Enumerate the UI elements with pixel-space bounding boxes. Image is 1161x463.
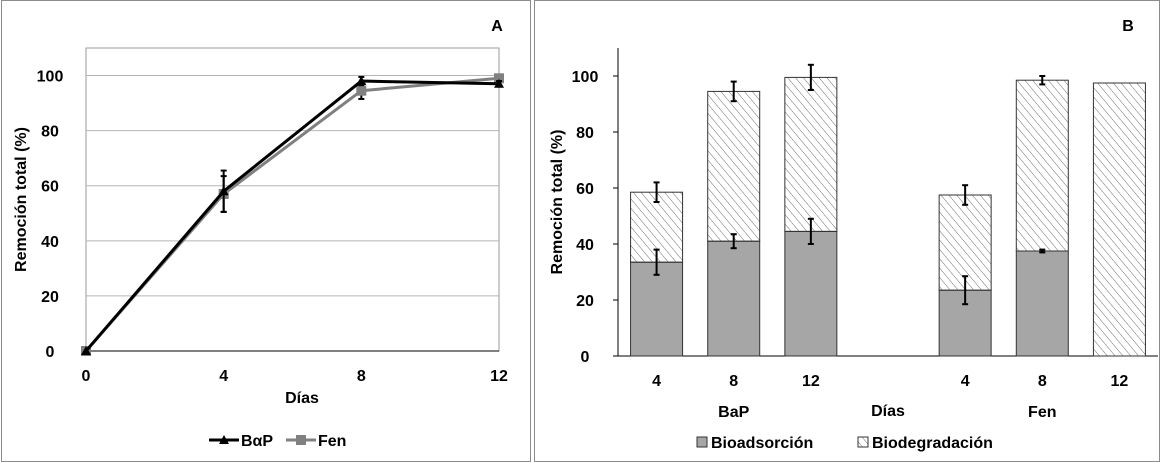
x-axis-title: Días xyxy=(871,403,905,420)
y-axis-title: Remoción total (%) xyxy=(13,127,30,272)
y-tick-label: 80 xyxy=(576,125,594,142)
bar-segment-biodegradacion xyxy=(707,90,761,242)
y-axis-title: Remoción total (%) xyxy=(549,130,566,275)
series-line-Fen xyxy=(84,76,500,352)
line-chart-svg: 0 20 40 60 80 100 0 4 8 12 Días Remoción total (%) A… xyxy=(13,18,508,450)
group-label: Fen xyxy=(1028,404,1056,421)
x-tick-label: 8 xyxy=(729,373,738,390)
data-point xyxy=(494,78,504,88)
bar-segment-biodegradacion xyxy=(1092,82,1146,357)
bar-segment-bioadsorcion xyxy=(784,230,838,357)
legend-label: Bioadsorción xyxy=(711,435,813,452)
bar-segment-biodegradacion xyxy=(784,76,838,232)
y-tick-label: 80 xyxy=(41,124,59,141)
legend-swatch-bioadsorcion xyxy=(696,436,708,448)
y-tick-label: 40 xyxy=(576,237,594,254)
legend-label: Biodegradación xyxy=(872,435,993,452)
plot-area xyxy=(85,47,500,352)
group-label: BaP xyxy=(718,404,749,421)
bar-segment-bioadsorcion xyxy=(1015,250,1069,357)
x-tick-label: 12 xyxy=(490,368,508,385)
y-tick-label: 0 xyxy=(46,344,55,361)
chart-panel-a: 0 20 40 60 80 100 0 4 8 12 Días Remoción total (%) A… xyxy=(1,0,531,462)
x-tick-label: 4 xyxy=(219,368,228,385)
legend-label: Fen xyxy=(318,433,346,450)
y-tick-label: 20 xyxy=(41,289,59,306)
stacked-bar-chart-svg: 0 20 40 60 80 100 4 8 12 BaP 4 8 12 Fen Días Remoción t… xyxy=(549,18,1158,452)
x-tick-label: 12 xyxy=(1111,373,1129,390)
data-point xyxy=(494,73,504,84)
bar-segment-bioadsorcion xyxy=(630,261,684,357)
y-tick-label: 20 xyxy=(576,293,594,310)
legend-marker xyxy=(219,435,229,444)
x-tick-label: 8 xyxy=(357,368,366,385)
x-axis-title: Días xyxy=(285,390,319,407)
y-tick-label: 0 xyxy=(581,349,590,366)
data-point xyxy=(81,346,91,355)
chart-panel-b: 0 20 40 60 80 100 4 8 12 BaP 4 8 12 Fen Días Remoción t… xyxy=(534,0,1160,462)
y-tick-label: 60 xyxy=(576,181,594,198)
series-line-BαP xyxy=(84,79,500,352)
y-tick-label: 100 xyxy=(572,69,599,86)
legend-label: BαP xyxy=(241,433,273,450)
panel-label: B xyxy=(1122,18,1134,35)
data-point xyxy=(356,76,367,86)
legend-marker xyxy=(296,435,306,445)
data-point xyxy=(218,186,229,196)
x-tick-label: 0 xyxy=(82,368,91,385)
bar-segment-biodegradacion xyxy=(938,194,992,291)
y-tick-label: 100 xyxy=(37,69,64,86)
data-point xyxy=(356,85,367,96)
x-tick-label: 4 xyxy=(961,373,970,390)
x-tick-label: 8 xyxy=(1038,373,1047,390)
y-tick-label: 60 xyxy=(41,179,59,196)
y-tick-label: 40 xyxy=(41,234,59,251)
panel-label: A xyxy=(491,18,503,35)
x-tick-label: 12 xyxy=(802,373,820,390)
bar-segment-biodegradacion xyxy=(1015,79,1069,252)
x-tick-label: 4 xyxy=(652,373,661,390)
legend-swatch-biodegradacion xyxy=(857,436,869,448)
bar-segment-bioadsorcion xyxy=(707,240,761,357)
